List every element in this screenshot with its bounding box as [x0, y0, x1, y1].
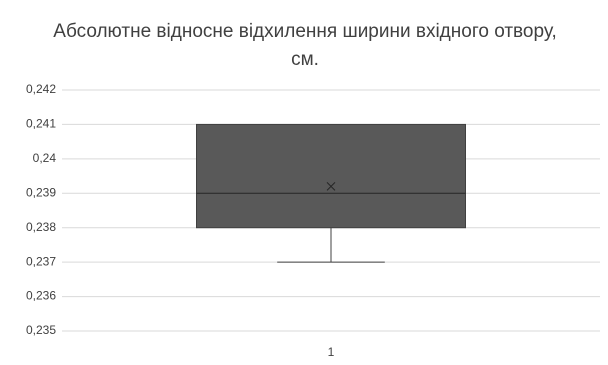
box	[196, 123, 466, 229]
y-tick-label: 0,24	[33, 151, 57, 165]
y-tick-label: 0,241	[26, 117, 56, 131]
y-tick-label: 0,236	[26, 289, 56, 303]
mean-marker	[326, 182, 336, 191]
x-tick-label: 1	[328, 345, 335, 359]
y-tick-label: 0,242	[26, 82, 56, 96]
y-tick-label: 0,238	[26, 220, 56, 234]
chart-title: Абсолютне відносне відхилення ширини вхі…	[53, 21, 557, 70]
y-tick-label: 0,237	[26, 254, 56, 268]
y-tick-label: 0,235	[26, 323, 56, 337]
y-tick-label: 0,239	[26, 185, 56, 199]
